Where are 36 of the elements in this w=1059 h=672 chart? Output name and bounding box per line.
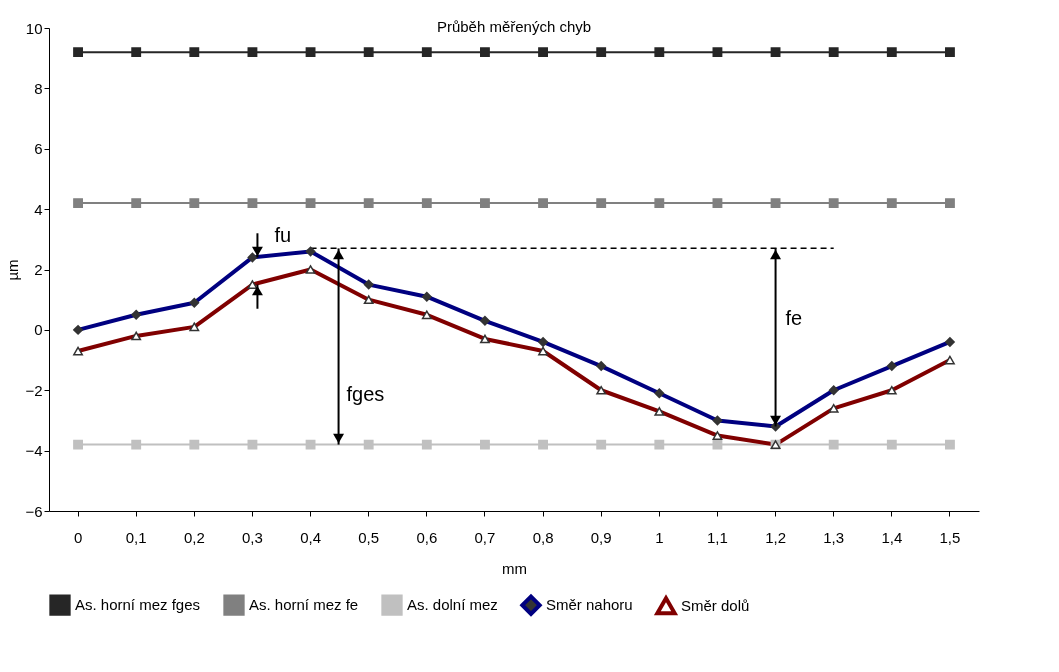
x-tick-label: 1 [655, 528, 664, 546]
y-tick-label: −6 [25, 502, 43, 520]
x-tick-label: 0,6 [416, 528, 438, 546]
legend-label: As. dolní mez [407, 596, 498, 614]
annotation: fu [274, 224, 292, 247]
x-tick-label: 0,9 [590, 528, 612, 546]
y-tick-label: −2 [25, 381, 43, 399]
y-tick-label: 6 [34, 140, 43, 158]
x-tick-label: 0,4 [300, 528, 321, 546]
x-tick-label: 0,7 [474, 528, 496, 546]
x-tick-label: 1,3 [823, 528, 845, 546]
y-tick-label: 10 [25, 19, 43, 37]
legend-label: Směr dolů [681, 596, 750, 614]
x-tick-label: 0,8 [532, 528, 554, 546]
x-tick-label: 1,4 [881, 528, 903, 546]
x-tick-label: 0,1 [125, 528, 147, 546]
legend-label: As. horní mez fe [249, 596, 359, 614]
y-tick-label: 8 [34, 79, 43, 97]
y-tick-label: 2 [34, 261, 43, 278]
annotation: fe [785, 307, 803, 330]
x-tick-label: 0 [73, 528, 83, 546]
y-tick-label: 0 [34, 321, 43, 339]
chart-title: Průběh měřených chyb [436, 18, 592, 35]
x-tick-label: 1,5 [939, 528, 961, 546]
y-tick-label: 4 [34, 200, 43, 218]
legend-label: As. horní mez fges [75, 596, 201, 614]
y-tick-label: −4 [25, 442, 43, 460]
y-axis-title: µm [4, 259, 22, 281]
x-tick-label: 1,1 [707, 528, 728, 546]
legend-label: Směr nahoru [546, 596, 633, 614]
x-tick-label: 0,2 [183, 528, 205, 546]
x-axis-title: mm [502, 559, 527, 577]
x-tick-label: 1,2 [765, 528, 786, 546]
annotation: fges [346, 382, 385, 405]
x-tick-label: 0,3 [242, 528, 263, 546]
x-tick-label: 0,5 [358, 528, 380, 546]
